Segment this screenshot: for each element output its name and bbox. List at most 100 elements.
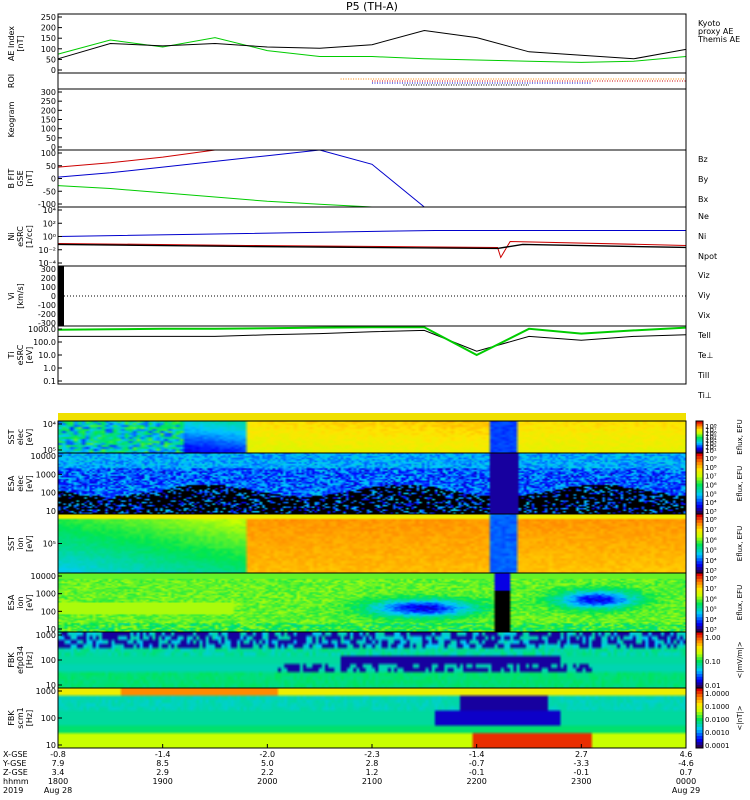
ytick-keogram: 300 — [41, 88, 56, 97]
colorbar-cell — [696, 742, 703, 746]
colorbar-cell — [696, 430, 703, 433]
series-line-tell — [58, 329, 687, 352]
colorbar-cell — [696, 587, 703, 592]
colorbar-tick: 10⁵ — [705, 547, 717, 555]
colorbar-cell — [696, 558, 703, 562]
colorbar-cell — [696, 590, 703, 595]
panel-frame-ni — [57, 206, 687, 267]
ytick-bfit: -50 — [43, 187, 56, 196]
ylabel-esa_i: [eV] — [25, 594, 34, 611]
xtick-label: 3.4 — [52, 768, 65, 777]
colorbar-cell — [696, 459, 703, 463]
colorbar-cell — [696, 495, 703, 500]
xtick-label: -2.3 — [364, 750, 380, 759]
colorbar-cell — [696, 432, 703, 435]
colorbar-tick: 10⁴ — [705, 557, 717, 565]
colorbar-label: <|mV/m|> — [736, 641, 744, 678]
ylabel-fbk_e: FBK — [7, 652, 16, 668]
colorbar-cell — [696, 709, 703, 713]
ylabel-vi: [km/s] — [16, 283, 25, 309]
colorbar-cell — [696, 691, 703, 695]
colorbar-tick: 10⁶ — [705, 430, 717, 438]
ylabel-ti: [eV] — [25, 347, 34, 364]
ytick-keogram: 0 — [51, 143, 56, 152]
ylabel-ae: [nT] — [16, 35, 25, 51]
xtick-label: Aug 29 — [672, 786, 700, 795]
ytick-vi: 0 — [51, 292, 56, 301]
colorbar-tick: 10⁸ — [705, 516, 717, 524]
legend-ae: Kyoto — [698, 19, 720, 28]
colorbar-cell — [696, 507, 703, 512]
ytick-ni: 10⁻⁴ — [38, 259, 56, 268]
ylabel-sst_i: ion — [16, 537, 25, 549]
ytick-bfit: -100 — [38, 200, 56, 209]
legend-ae: Themis AE — [697, 35, 740, 44]
colorbar-cell — [696, 671, 703, 675]
ytick-ae: 150 — [41, 34, 56, 43]
xtick-label: -0.8 — [50, 750, 66, 759]
ylabel-fbk_e: efp034 — [16, 646, 25, 674]
xtick-label: 1900 — [152, 777, 172, 786]
colorbar-cell — [696, 637, 703, 641]
colorbar-cell — [696, 620, 703, 624]
colorbar-cell — [696, 531, 703, 536]
ytick-keogram: 250 — [41, 97, 56, 106]
ytick-bfit: 100 — [41, 149, 56, 158]
ylabel-esa_e: elec — [16, 475, 25, 491]
colorbar-cell — [696, 425, 703, 428]
colorbar-cell — [696, 573, 703, 577]
colorbar-cell — [696, 451, 703, 454]
ytick-ti: 0.1 — [43, 377, 56, 386]
ytick-sst_i: 10⁵ — [43, 540, 56, 549]
series-line-by — [57, 185, 373, 208]
ytick-fbk_e: 10 — [46, 681, 56, 690]
colorbar-tick: 10³ — [705, 626, 717, 634]
colorbar-label: <|nT|> — [736, 705, 744, 730]
colorbar-cell — [696, 525, 703, 530]
xtick-label: -4.6 — [678, 759, 694, 768]
colorbar-cell — [696, 445, 703, 448]
colorbar-cell — [696, 567, 703, 571]
ytick-fbk_e: 100 — [41, 656, 56, 665]
spectrogram-sst_e — [58, 421, 686, 453]
xtick-label: -3.3 — [574, 759, 590, 768]
colorbar-cell — [696, 438, 703, 441]
colorbar-cell — [696, 614, 703, 618]
colorbar-cell — [696, 465, 703, 469]
colorbar-cell — [696, 528, 703, 533]
xtick-label: 8.5 — [156, 759, 169, 768]
ylabel-esa_i: ion — [16, 596, 25, 608]
ylabel-ni: Ni — [7, 232, 16, 240]
colorbar-cell — [696, 471, 703, 475]
xtick-label: -0.1 — [469, 768, 485, 777]
colorbar-tick: 0.0100 — [705, 716, 730, 724]
colorbar-cell — [696, 685, 703, 689]
ylabel-fbk_b: scm1 — [16, 707, 25, 728]
colorbar-cell — [696, 730, 703, 734]
colorbar-tick: 1.0000 — [705, 690, 730, 698]
colorbar-cell — [696, 421, 703, 424]
colorbar-cell — [696, 468, 703, 472]
ylabel-ae: AE Index — [7, 26, 16, 61]
colorbar-cell — [696, 654, 703, 658]
colorbar-cell — [696, 440, 703, 443]
xtick-label: 2100 — [362, 777, 382, 786]
colorbar-tick: 10⁶ — [705, 536, 717, 544]
xaxis-row-label: hhmm — [3, 777, 29, 786]
colorbar-tick: 10³ — [705, 508, 717, 516]
legend-ti: Ti⊥ — [697, 391, 712, 400]
panel-frame-vi — [57, 265, 687, 327]
colorbar-tick: 1.00 — [705, 634, 721, 642]
xtick-label: Aug 28 — [44, 786, 72, 795]
colorbar-cell — [696, 435, 703, 438]
ylabel-esa_i: ESA — [7, 594, 16, 610]
colorbar-tick: 10⁶ — [705, 482, 717, 490]
spectrogram-fbk_b — [58, 688, 686, 748]
colorbar-cell — [696, 674, 703, 678]
colorbar-cell — [696, 540, 703, 544]
colorbar-cell — [696, 629, 703, 633]
colorbar-cell — [696, 429, 703, 432]
ylabel-vi: Vi — [7, 292, 16, 300]
ytick-fbk_b: 1000 — [36, 687, 56, 696]
